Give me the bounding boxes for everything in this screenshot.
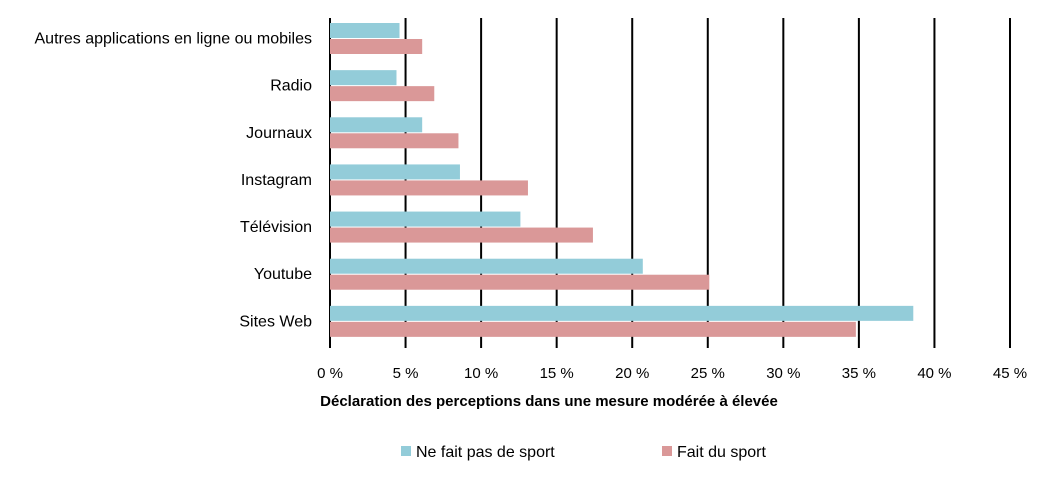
- category-label: Autres applications en ligne ou mobiles: [35, 31, 313, 48]
- bar: [330, 70, 397, 86]
- category-label: Journaux: [246, 125, 312, 142]
- bar: [330, 227, 593, 243]
- bar: [330, 164, 460, 180]
- category-label: Radio: [270, 78, 312, 95]
- legend-swatch: [401, 446, 411, 456]
- x-tick-label: 0 %: [317, 365, 343, 382]
- bar: [330, 258, 643, 274]
- bar: [330, 39, 423, 54]
- category-labels: Autres applications en ligne ou mobiles R…: [35, 31, 313, 331]
- x-axis-title: Déclaration des perceptions dans une mes…: [320, 393, 778, 410]
- bars: [330, 23, 914, 337]
- legend-label: Fait du sport: [677, 444, 766, 461]
- category-label: Youtube: [254, 266, 312, 283]
- x-tick-label: 20 %: [615, 365, 649, 382]
- bar: [330, 117, 423, 133]
- x-tick-label: 40 %: [917, 365, 951, 382]
- x-tick-label: 45 %: [993, 365, 1027, 382]
- bar: [330, 274, 710, 290]
- legend-swatch: [662, 446, 672, 456]
- bar: [330, 23, 400, 38]
- x-tick-labels: 0 % 5 % 10 % 15 % 20 % 25 % 30 % 35 % 40 % 45 %: [317, 365, 1027, 382]
- legend: Ne fait pas de sport Fait du sport: [401, 444, 766, 461]
- legend-label: Ne fait pas de sport: [416, 444, 555, 461]
- x-tick-label: 25 %: [691, 365, 725, 382]
- bar: [330, 321, 856, 337]
- category-label: Sites Web: [239, 313, 312, 330]
- x-tick-label: 35 %: [842, 365, 876, 382]
- x-tick-label: 5 %: [393, 365, 419, 382]
- gridlines: [329, 18, 1011, 348]
- bar: [330, 211, 521, 227]
- bar: [330, 133, 459, 149]
- bar: [330, 180, 528, 196]
- x-tick-label: 30 %: [766, 365, 800, 382]
- category-label: Instagram: [241, 172, 312, 189]
- x-tick-label: 10 %: [464, 365, 498, 382]
- x-tick-label: 15 %: [540, 365, 574, 382]
- bar: [330, 305, 914, 321]
- category-label: Télévision: [240, 219, 312, 236]
- bar: [330, 86, 435, 102]
